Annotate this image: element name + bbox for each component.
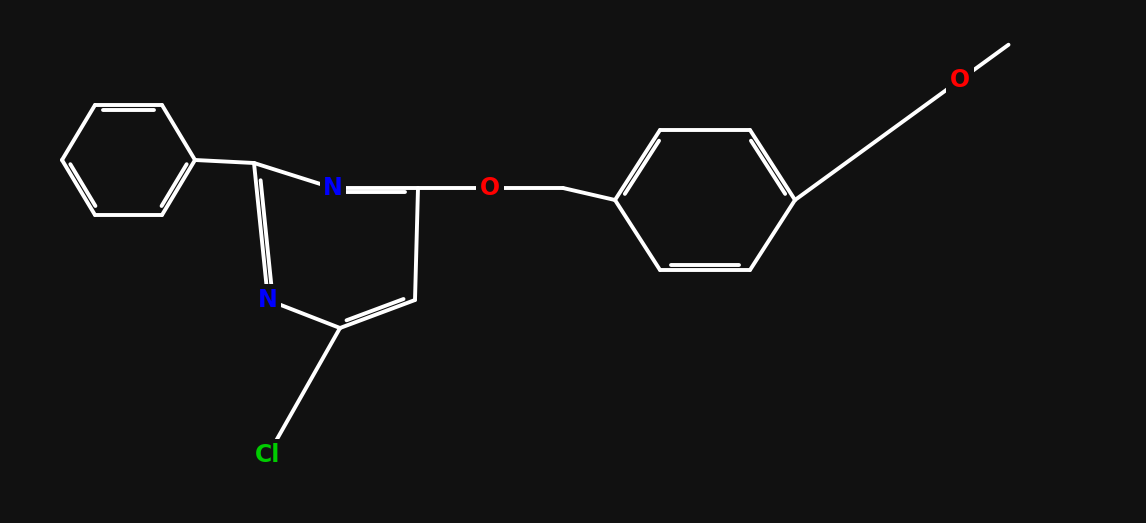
- Text: Cl: Cl: [256, 443, 281, 467]
- Text: O: O: [950, 68, 970, 92]
- Text: N: N: [323, 176, 343, 200]
- Text: O: O: [480, 176, 500, 200]
- Text: N: N: [258, 288, 277, 312]
